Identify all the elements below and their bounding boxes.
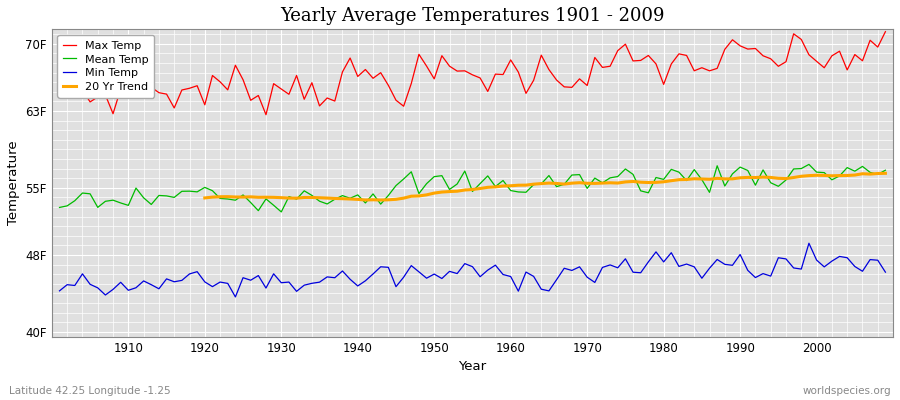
Mean Temp <box>880 168 891 173</box>
20 Yr Trend <box>375 198 386 202</box>
Mean Temp <box>338 193 348 198</box>
Y-axis label: Temperature: Temperature <box>7 141 20 225</box>
Max Temp <box>292 73 302 78</box>
20 Yr Trend <box>413 194 424 198</box>
Min Temp <box>804 241 814 246</box>
Min Temp <box>292 289 302 294</box>
Mean Temp <box>605 176 616 180</box>
Min Temp <box>338 268 348 273</box>
Max Temp <box>513 70 524 74</box>
Min Temp <box>505 274 516 279</box>
Max Temp <box>338 70 348 74</box>
Line: 20 Yr Trend: 20 Yr Trend <box>205 173 886 200</box>
20 Yr Trend <box>788 175 799 180</box>
Line: Min Temp: Min Temp <box>59 243 886 297</box>
Max Temp <box>261 112 272 117</box>
Line: Max Temp: Max Temp <box>59 32 886 115</box>
Max Temp <box>880 29 891 34</box>
Min Temp <box>115 280 126 285</box>
Min Temp <box>605 262 616 267</box>
Max Temp <box>115 86 126 91</box>
Mean Temp <box>513 190 524 194</box>
20 Yr Trend <box>200 196 211 200</box>
Min Temp <box>513 289 524 294</box>
Line: Mean Temp: Mean Temp <box>59 164 886 212</box>
Legend: Max Temp, Mean Temp, Min Temp, 20 Yr Trend: Max Temp, Mean Temp, Min Temp, 20 Yr Tre… <box>58 35 155 98</box>
Mean Temp <box>292 197 302 202</box>
20 Yr Trend <box>857 171 868 176</box>
Mean Temp <box>505 188 516 193</box>
20 Yr Trend <box>292 196 302 200</box>
Mean Temp <box>804 162 814 167</box>
Min Temp <box>230 294 241 299</box>
20 Yr Trend <box>773 176 784 181</box>
Text: worldspecies.org: worldspecies.org <box>803 386 891 396</box>
20 Yr Trend <box>681 177 692 182</box>
Max Temp <box>605 64 616 69</box>
Text: Latitude 42.25 Longitude -1.25: Latitude 42.25 Longitude -1.25 <box>9 386 171 396</box>
Mean Temp <box>54 205 65 210</box>
Min Temp <box>54 288 65 293</box>
Max Temp <box>54 65 65 70</box>
Max Temp <box>505 58 516 62</box>
Title: Yearly Average Temperatures 1901 - 2009: Yearly Average Temperatures 1901 - 2009 <box>280 7 665 25</box>
Mean Temp <box>115 200 126 205</box>
X-axis label: Year: Year <box>458 360 487 373</box>
Mean Temp <box>276 210 287 214</box>
Min Temp <box>880 270 891 274</box>
20 Yr Trend <box>880 171 891 176</box>
